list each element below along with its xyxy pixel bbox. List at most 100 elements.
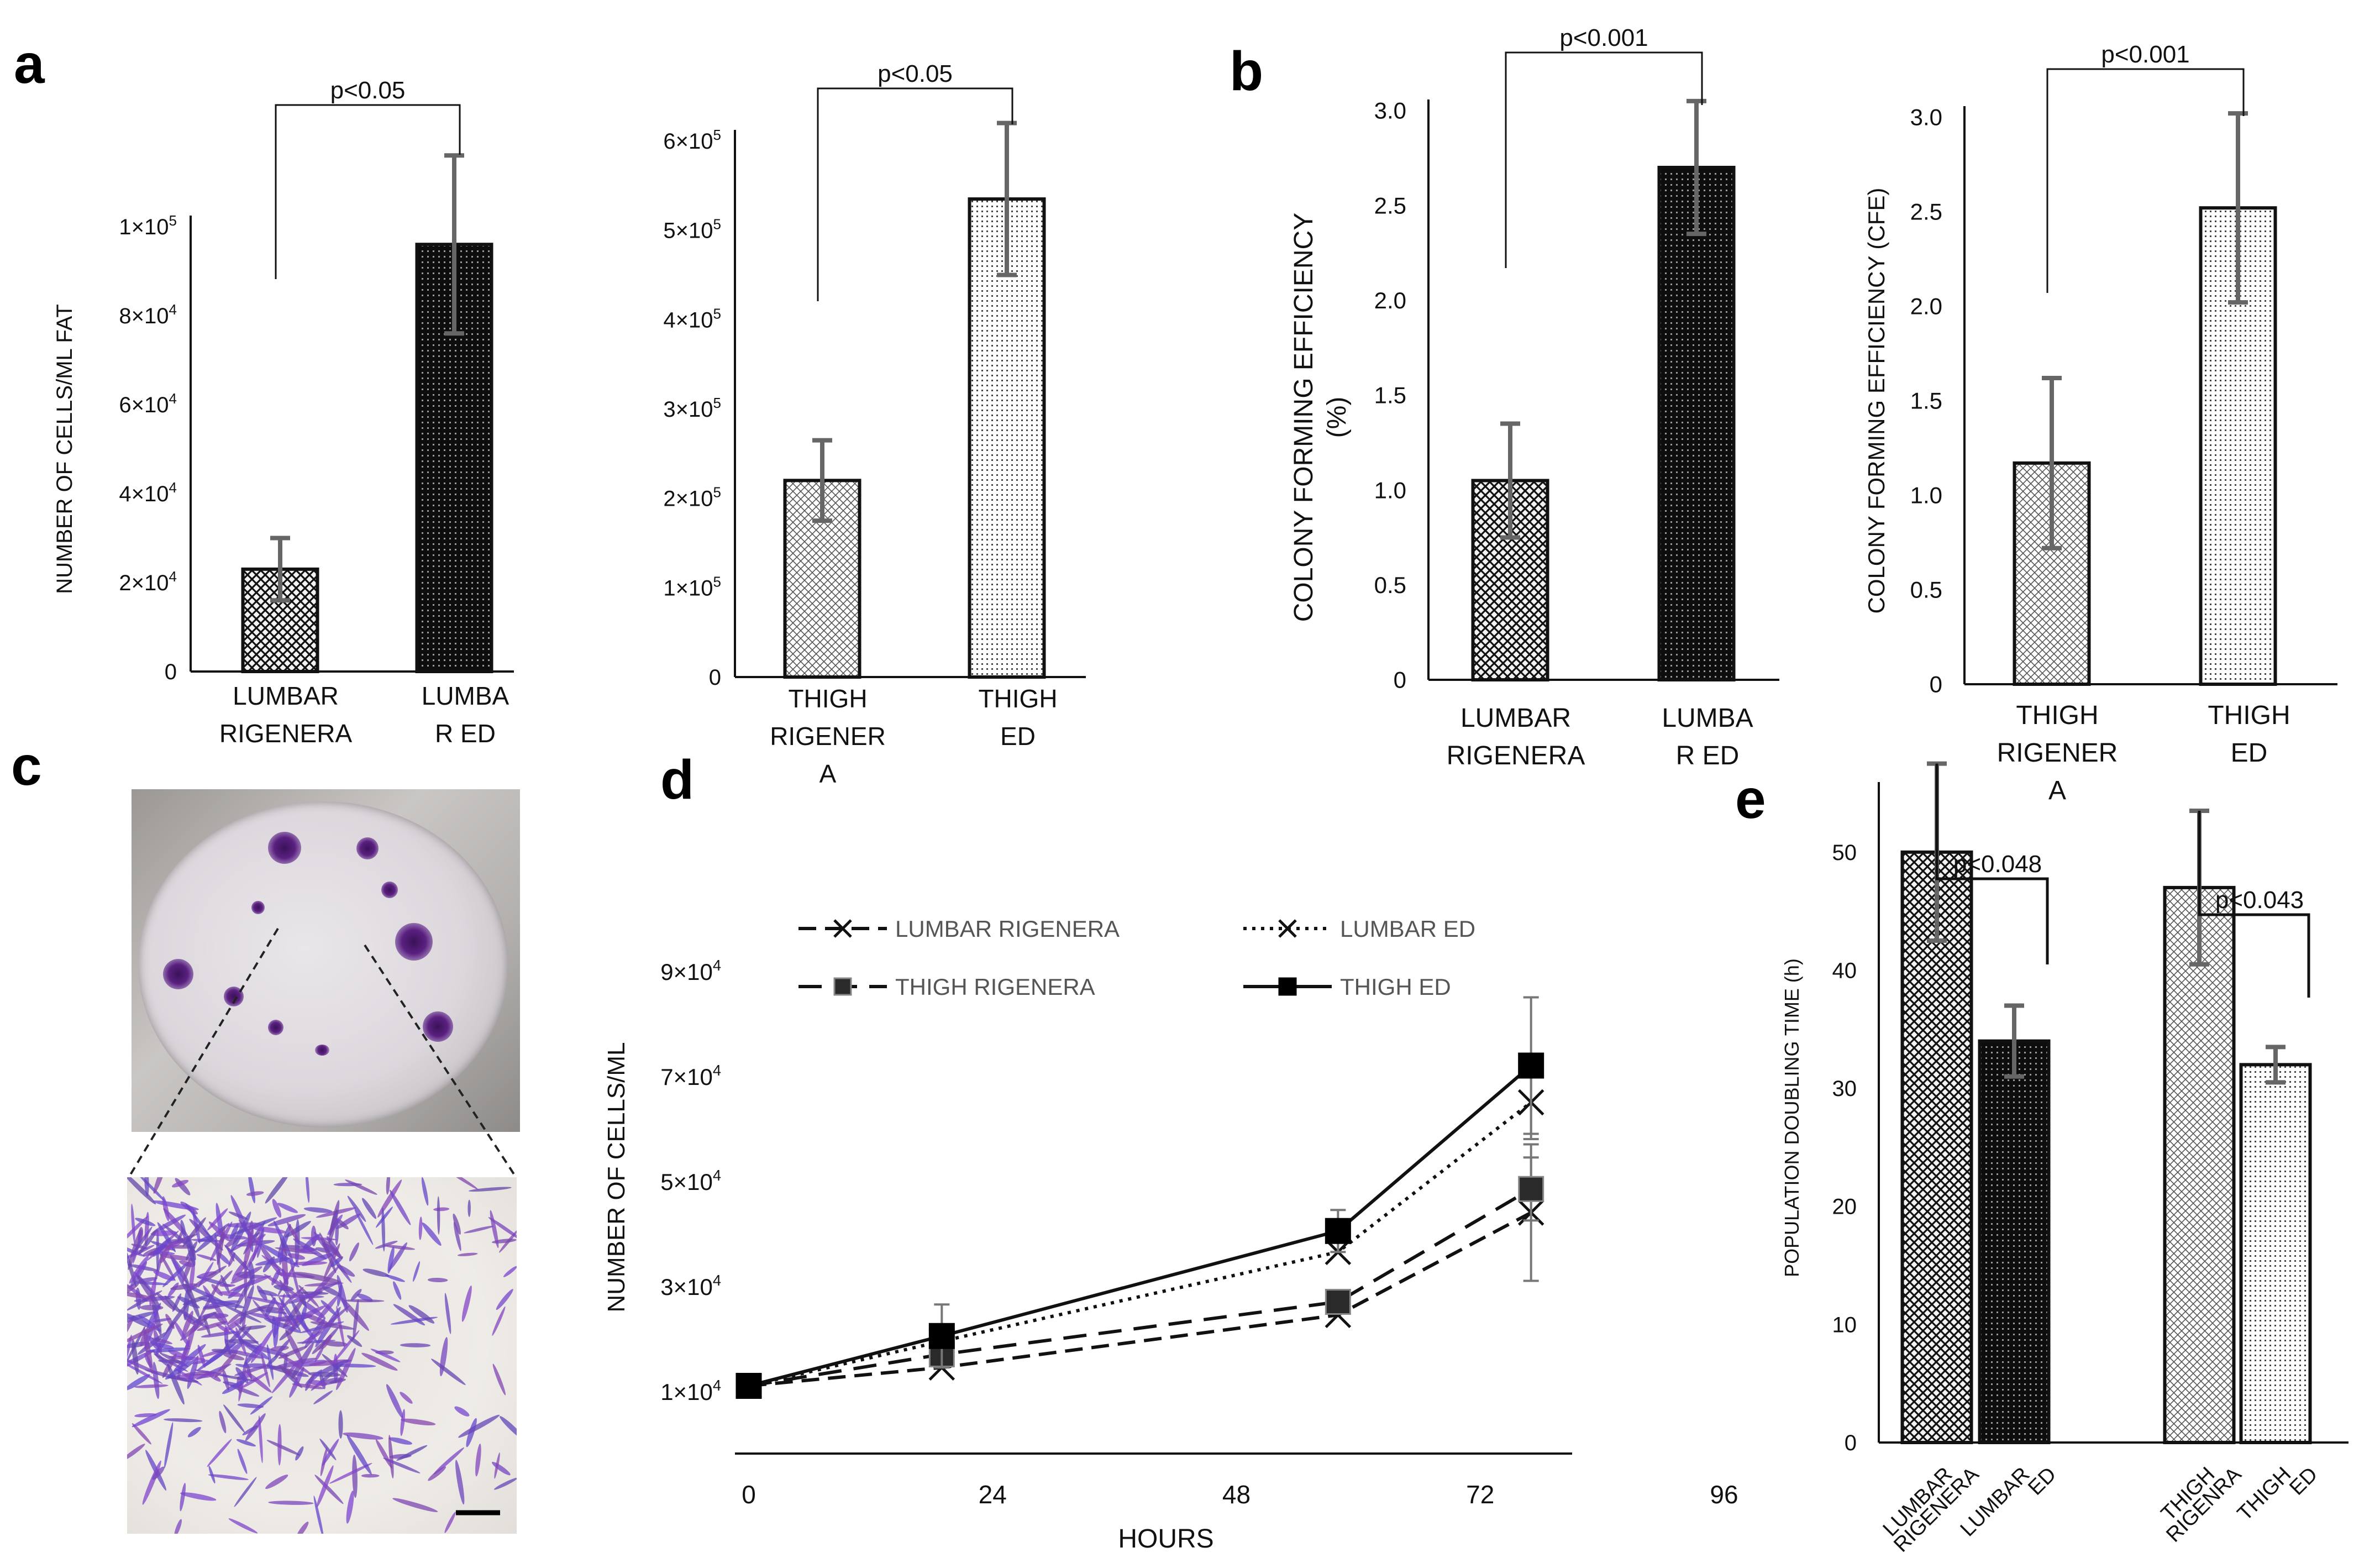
stained-cell bbox=[282, 1296, 306, 1329]
stained-cell bbox=[131, 1203, 135, 1244]
stained-cell bbox=[296, 1522, 309, 1534]
stained-cell bbox=[305, 1372, 316, 1391]
stained-cell bbox=[418, 1216, 423, 1240]
stained-cell bbox=[352, 1454, 358, 1498]
y-tick-label: 5×104 bbox=[660, 1167, 721, 1195]
square-marker bbox=[928, 1323, 955, 1349]
stained-cell bbox=[347, 1195, 366, 1222]
stained-cell bbox=[271, 1357, 302, 1393]
stained-cell bbox=[265, 1177, 291, 1204]
x-tick-label: 96 bbox=[1710, 1480, 1738, 1509]
stained-cell bbox=[389, 1189, 411, 1225]
stained-cell bbox=[314, 1475, 344, 1504]
category-label: RIGENER bbox=[770, 722, 886, 751]
stained-cell bbox=[335, 1219, 339, 1246]
category-label: LUMBAR bbox=[233, 681, 339, 710]
stained-cell bbox=[264, 1274, 299, 1297]
stained-cell bbox=[314, 1347, 324, 1362]
stained-cell bbox=[208, 1474, 249, 1480]
stained-cell bbox=[129, 1255, 149, 1284]
stained-cell bbox=[144, 1177, 149, 1197]
stained-cell bbox=[319, 1232, 337, 1273]
stained-cell bbox=[211, 1349, 236, 1354]
stained-cell bbox=[223, 1404, 245, 1433]
stained-cell bbox=[388, 1242, 407, 1271]
stained-cell bbox=[310, 1321, 355, 1330]
stained-cell bbox=[164, 1295, 181, 1313]
stained-cell bbox=[422, 1222, 442, 1246]
stained-cell bbox=[370, 1349, 401, 1362]
significance-bracket bbox=[817, 87, 1013, 301]
stained-cell bbox=[235, 1363, 251, 1368]
stained-cell bbox=[333, 1183, 362, 1187]
stained-cell bbox=[227, 1246, 235, 1262]
bar bbox=[2163, 885, 2236, 1444]
panel-label-e: e bbox=[1735, 768, 1766, 830]
stained-cell bbox=[313, 1390, 333, 1404]
stained-cell bbox=[173, 1344, 206, 1372]
stained-cell bbox=[388, 1434, 394, 1479]
stained-cell bbox=[383, 1457, 421, 1473]
stained-cell bbox=[337, 1274, 348, 1313]
stained-cell bbox=[153, 1237, 171, 1257]
stained-cell bbox=[202, 1305, 220, 1310]
stained-cell bbox=[230, 1266, 262, 1284]
bar bbox=[1978, 1039, 2051, 1444]
stained-cell bbox=[268, 1501, 314, 1505]
stained-cell bbox=[250, 1396, 273, 1415]
y-tick-label: 1×105 bbox=[663, 573, 721, 600]
panel-label-b: b bbox=[1230, 40, 1263, 102]
stained-cell bbox=[225, 1339, 259, 1344]
stained-cell bbox=[217, 1226, 225, 1265]
stained-cell bbox=[171, 1179, 189, 1188]
colony bbox=[268, 832, 301, 864]
stained-cell bbox=[457, 1252, 478, 1256]
stained-cell bbox=[301, 1237, 337, 1241]
stained-cell bbox=[361, 1352, 398, 1371]
stained-cell bbox=[228, 1518, 258, 1534]
zoom-connector-right bbox=[364, 944, 518, 1179]
stained-cell bbox=[236, 1439, 256, 1447]
stained-cell bbox=[300, 1304, 307, 1323]
stained-cell bbox=[496, 1289, 513, 1310]
stained-cell bbox=[272, 1199, 282, 1218]
colony bbox=[251, 901, 265, 914]
cell-field bbox=[127, 1177, 517, 1534]
stained-cell bbox=[464, 1225, 494, 1234]
stained-cell bbox=[219, 1270, 233, 1285]
y-tick-label: 1×105 bbox=[119, 212, 177, 239]
y-tick-label: 6×104 bbox=[119, 390, 177, 417]
stained-cell bbox=[287, 1253, 306, 1260]
stained-cell bbox=[237, 1449, 248, 1474]
y-tick-label: 3.0 bbox=[1910, 104, 1942, 130]
stained-cell bbox=[145, 1347, 191, 1352]
stained-cell bbox=[197, 1235, 213, 1242]
petri-dish-photo bbox=[138, 801, 508, 1127]
stained-cell bbox=[224, 1324, 246, 1349]
bar bbox=[1657, 166, 1736, 681]
panel-label-c: c bbox=[11, 735, 42, 797]
y-tick-label: 3×105 bbox=[663, 395, 721, 422]
category-label: LUMBA bbox=[1662, 704, 1753, 733]
stained-cell bbox=[152, 1214, 186, 1234]
y-tick-label: 5×105 bbox=[663, 216, 721, 243]
stained-cell bbox=[227, 1222, 263, 1228]
category-label: ED bbox=[2231, 738, 2268, 768]
stained-cell bbox=[208, 1465, 216, 1484]
y-tick-label: 10 bbox=[1832, 1313, 1857, 1337]
stained-cell bbox=[180, 1492, 217, 1501]
stained-cell bbox=[229, 1223, 239, 1242]
y-tick-label: 2.0 bbox=[1910, 293, 1942, 319]
stained-cell bbox=[257, 1227, 265, 1258]
stained-cell bbox=[132, 1423, 151, 1445]
y-tick-label: 9×104 bbox=[660, 957, 721, 985]
panel-label-d: d bbox=[660, 749, 694, 811]
stained-cell bbox=[174, 1519, 182, 1534]
category-label: LUMBA bbox=[422, 681, 509, 710]
stained-cell bbox=[302, 1331, 323, 1344]
stained-cell bbox=[153, 1177, 166, 1194]
colony bbox=[381, 882, 398, 898]
category-label: THIGH bbox=[788, 684, 867, 713]
stained-cell bbox=[267, 1214, 306, 1226]
zoom-connector-left bbox=[127, 927, 279, 1179]
